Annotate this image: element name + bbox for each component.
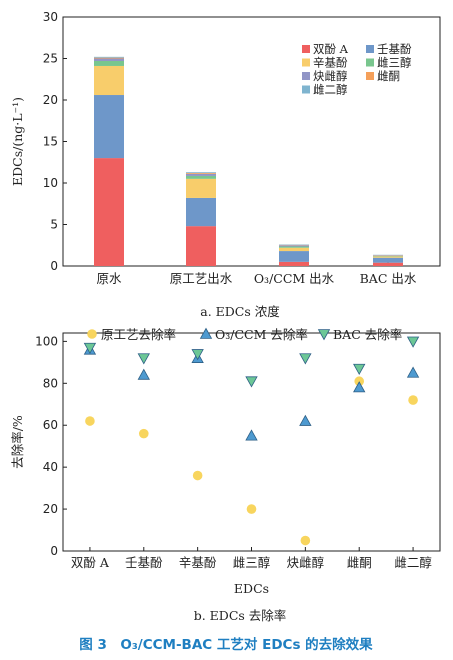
bar-segment	[279, 246, 309, 248]
plot-frame	[62, 332, 441, 552]
y-axis-label: 去除率/%	[10, 415, 25, 469]
legend-swatch	[302, 58, 310, 67]
scatter-point	[300, 535, 311, 546]
legend-swatch	[302, 72, 310, 80]
scatter-point	[408, 395, 418, 405]
bar-segment	[186, 197, 216, 227]
y-tick-label: 20	[43, 502, 58, 516]
legend-marker	[317, 329, 331, 341]
bar-segment	[373, 256, 403, 258]
x-category-label: 炔雌醇	[287, 555, 325, 570]
legend-swatch	[366, 45, 374, 53]
bar-segment	[279, 247, 309, 252]
bar-segment	[94, 65, 124, 96]
chart-a-edcs-concentration: 0 5 10 15 20 25 30 EDCs/(ng·L⁻¹) 原水 原工艺出水 O₃/CCM 出…	[10, 10, 441, 286]
scatter-point	[137, 368, 150, 380]
y-tick-label: 40	[43, 460, 58, 474]
y-tick-label: 5	[50, 218, 58, 232]
x-category-label: 原水	[96, 271, 122, 286]
scatter-point	[299, 414, 312, 426]
scatter-point	[246, 504, 257, 514]
bar-segment	[94, 58, 124, 61]
legend-swatch	[366, 72, 374, 80]
bar-segment	[186, 226, 216, 266]
bar-segment	[186, 178, 216, 198]
scatter-point	[191, 349, 204, 361]
x-category-label: 雌三醇	[233, 555, 271, 570]
scatter-point	[353, 381, 366, 393]
legend-label: O₃/CCM 去除率	[215, 327, 308, 342]
legend-label: 原工艺去除率	[101, 327, 176, 342]
x-axis-label: EDCs	[234, 581, 269, 596]
legend-label: BAC 去除率	[333, 327, 402, 342]
scatter-point	[353, 363, 366, 375]
legend-label: 雌三醇	[377, 56, 412, 70]
legend-label: 辛基酚	[313, 56, 348, 70]
bar-segment	[94, 95, 124, 159]
bar-segment	[94, 60, 124, 66]
bar-segment	[186, 173, 216, 176]
y-tick-label: 30	[43, 10, 58, 24]
x-category-label: 原工艺出水	[170, 271, 233, 286]
legend-label: 炔雌醇	[313, 69, 348, 83]
legend-label: 双酚 A	[313, 42, 349, 56]
y-tick-label: 20	[43, 93, 58, 107]
y-tick-label: 0	[50, 544, 58, 558]
legend-label: 雌酮	[377, 69, 400, 83]
scatter-point	[192, 470, 203, 481]
bar-segment	[279, 251, 309, 262]
y-tick-label: 0	[50, 259, 58, 273]
y-tick-label: 15	[43, 135, 58, 149]
bar-segment	[186, 173, 216, 174]
scatter-point	[85, 416, 95, 426]
y-tick-label: 100	[35, 334, 58, 348]
scatter-point	[137, 353, 150, 365]
scatter-point	[83, 342, 97, 354]
bar-segment	[186, 175, 216, 179]
scatter-point	[138, 428, 149, 439]
chart-b-removal-rate: 0 20 40 60 80 100 去除率/% EDCs 双酚 A 壬基酚 辛基酚 雌三醇 炔雌醇 雌酮 雌…	[10, 327, 441, 596]
figure-title: 图 3 O₃/CCM-BAC 工艺对 EDCs 的去除效果	[79, 636, 373, 653]
bar-segment	[279, 245, 309, 247]
bar-segment	[94, 57, 124, 59]
x-category-label: 壬基酚	[125, 555, 163, 570]
bar-segment	[94, 158, 124, 266]
scatter-point	[299, 353, 312, 365]
y-tick-label: 25	[43, 52, 58, 66]
legend-marker	[87, 329, 97, 339]
legend-swatch	[302, 45, 310, 53]
x-category-label: 辛基酚	[179, 555, 217, 570]
bar-segment	[186, 172, 216, 174]
bar-segment	[279, 261, 309, 266]
x-category-label: 雌二醇	[394, 555, 432, 570]
legend-label: 壬基酚	[377, 42, 412, 56]
x-category-label: 雌酮	[347, 555, 372, 570]
legend-swatch	[366, 58, 374, 67]
legend-marker	[199, 327, 213, 339]
legend-label: 雌二醇	[313, 83, 348, 97]
bar-segment	[373, 257, 403, 263]
y-axis-label: EDCs/(ng·L⁻¹)	[10, 97, 25, 186]
scatter-point	[406, 366, 420, 378]
bar-segment	[373, 262, 403, 266]
legend-swatch	[302, 85, 310, 94]
y-tick-label: 80	[43, 376, 58, 390]
y-tick-label: 60	[43, 418, 58, 432]
x-category-label: BAC 出水	[360, 271, 417, 286]
chart-a-caption: a. EDCs 浓度	[200, 304, 280, 319]
scatter-point	[406, 336, 420, 348]
x-category-label: 双酚 A	[71, 555, 110, 570]
chart-b-caption: b. EDCs 去除率	[194, 608, 287, 623]
scatter-point	[245, 376, 258, 388]
y-tick-label: 10	[43, 176, 58, 190]
bar-segment	[94, 56, 124, 58]
x-category-label: O₃/CCM 出水	[254, 271, 335, 286]
scatter-point	[245, 429, 258, 441]
